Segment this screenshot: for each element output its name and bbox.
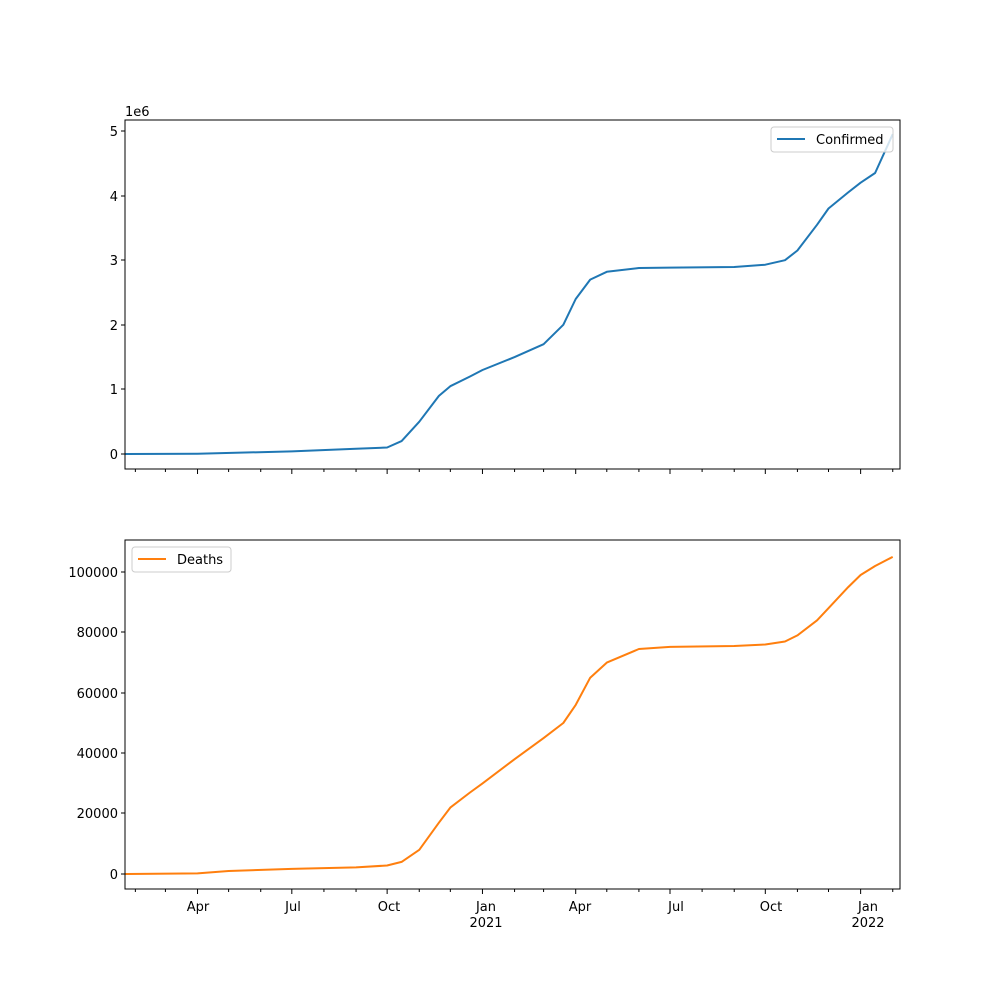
y-tick-label: 3 (110, 254, 118, 269)
y-tick-label: 2 (110, 319, 118, 334)
deaths-axes: 0 20000 40000 60000 80000 100000 Apr Jul Oct Jan… (68, 539, 901, 931)
confirmed-axes: 0 1 2 3 4 5 1e6 Confirmed (110, 105, 901, 474)
y-tick-label: 60000 (77, 687, 118, 702)
x-tick-label: Oct (378, 900, 400, 915)
deaths-legend: Deaths (131, 546, 232, 573)
x-tick-label: Apr (187, 900, 210, 915)
x-tick-label: Jul (667, 900, 684, 915)
bottom-y-axis: 0 20000 40000 60000 80000 100000 (68, 566, 125, 883)
y-tick-label: 40000 (77, 747, 118, 762)
x-tick-label: Jul (284, 900, 301, 915)
x-tick-label: Oct (760, 900, 782, 915)
y-tick-label: 100000 (68, 566, 118, 581)
y-tick-label: 20000 (77, 807, 118, 822)
y-tick-label: 4 (110, 190, 118, 205)
deaths-legend-label: Deaths (177, 553, 223, 568)
deaths-line (124, 556, 894, 875)
confirmed-legend-label: Confirmed (816, 133, 884, 148)
y-tick-label: 0 (110, 868, 118, 883)
y-tick-label: 5 (110, 125, 118, 140)
y-offset-label: 1e6 (125, 105, 150, 120)
x-tick-year-label: 2021 (469, 916, 502, 931)
confirmed-legend: Confirmed (770, 126, 894, 153)
x-tick-label: Jan (857, 900, 878, 915)
top-x-axis (134, 469, 894, 474)
top-y-axis: 0 1 2 3 4 5 (110, 125, 125, 463)
x-tick-label: Jan (475, 900, 496, 915)
x-tick-year-label: 2022 (851, 916, 884, 931)
y-tick-label: 0 (110, 448, 118, 463)
x-tick-label: Apr (569, 900, 592, 915)
y-tick-label: 1 (110, 383, 118, 398)
y-tick-label: 80000 (77, 626, 118, 641)
confirmed-line (124, 133, 894, 455)
